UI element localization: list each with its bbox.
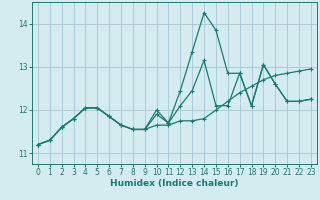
X-axis label: Humidex (Indice chaleur): Humidex (Indice chaleur) [110, 179, 239, 188]
